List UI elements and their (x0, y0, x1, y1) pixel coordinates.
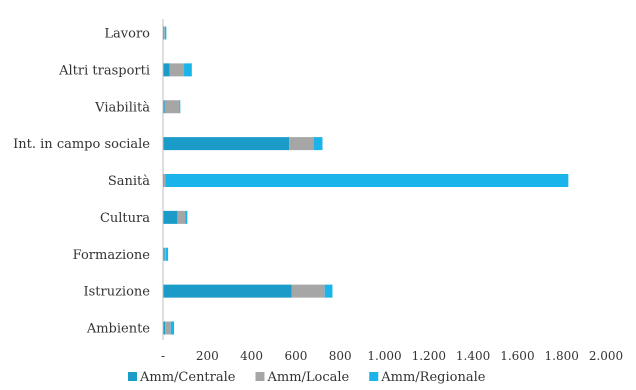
bar-int-in-campo-sociale-amm-centrale (163, 137, 290, 151)
bar-cultura-amm-centrale (163, 210, 178, 224)
legend: Amm/Centrale Amm/Locale Amm/Regionale (128, 370, 486, 385)
bar-int-in-campo-sociale-amm-regionale (313, 137, 323, 151)
bar-istruzione-amm-locale (291, 284, 325, 298)
category-label-sanita: Sanità (108, 174, 150, 189)
x-tick-label-8: 1.600 (500, 349, 534, 363)
x-tick-label-0: - (161, 349, 165, 363)
bar-cultura-amm-locale (177, 210, 186, 224)
x-tick-label-3: 600 (284, 349, 307, 363)
bar-int-in-campo-sociale-amm-locale (289, 137, 314, 151)
legend-label-amm-centrale: Amm/Centrale (139, 370, 236, 385)
bar-lavoro-amm-regionale (164, 26, 167, 40)
x-tick-label-4: 800 (329, 349, 352, 363)
x-tick-label-6: 1.200 (412, 349, 446, 363)
bar-lavoro-amm-locale (164, 26, 165, 40)
bar-ambiente-amm-centrale (163, 321, 166, 335)
legend-swatch-amm-locale (255, 372, 265, 381)
bar-ambiente-amm-locale (165, 321, 171, 335)
bar-viabilita-amm-locale (164, 100, 180, 114)
bar-sanita-amm-centrale (163, 174, 165, 187)
bar-istruzione-amm-centrale (163, 284, 292, 298)
legend-label-amm-locale: Amm/Locale (266, 370, 349, 385)
bar-altri-trasporti-amm-regionale (184, 63, 192, 77)
category-label-cultura: Cultura (100, 211, 150, 226)
category-label-int-in-campo-sociale: Int. in campo sociale (13, 137, 150, 152)
category-label-viabilita: Viabilità (94, 100, 150, 115)
x-tick-label-7: 1.400 (456, 349, 490, 363)
category-label-altri-trasporti: Altri trasporti (58, 63, 150, 78)
bar-altri-trasporti-amm-centrale (163, 63, 170, 77)
bars-group (163, 26, 569, 335)
legend-swatch-amm-regionale (369, 372, 379, 381)
category-label-ambiente: Ambiente (86, 322, 150, 337)
bar-sanita-amm-regionale (165, 174, 569, 187)
bar-istruzione-amm-regionale (324, 284, 333, 298)
bar-lavoro-amm-centrale (163, 26, 165, 40)
bar-formazione-amm-locale (164, 247, 166, 261)
legend-label-amm-regionale: Amm/Regionale (380, 370, 485, 385)
category-label-lavoro: Lavoro (104, 27, 150, 42)
x-tick-label-5: 1.000 (367, 349, 401, 363)
bar-viabilita-amm-regionale (179, 100, 181, 114)
x-tick-label-9: 1.800 (545, 349, 579, 363)
x-tick-label-10: 2.000 (589, 349, 623, 363)
x-tick-label-2: 400 (240, 349, 263, 363)
x-tick-label-1: 200 (196, 349, 219, 363)
category-label-formazione: Formazione (73, 248, 151, 263)
bar-sanita-amm-locale (164, 174, 166, 187)
bar-formazione-amm-regionale (165, 247, 169, 261)
legend-swatch-amm-centrale (128, 372, 137, 381)
bar-ambiente-amm-regionale (170, 321, 175, 335)
category-label-istruzione: Istruzione (83, 285, 150, 300)
bar-formazione-amm-centrale (163, 247, 165, 261)
bar-viabilita-amm-centrale (163, 100, 165, 114)
category-labels: Lavoro Altri trasporti Viabilità Int. in ca… (13, 27, 150, 337)
bar-cultura-amm-regionale (185, 210, 188, 224)
x-axis: - 200 400 600 800 1.000 1.200 1.400 1.600 1.800 2.… (161, 19, 623, 363)
bar-altri-trasporti-amm-locale (169, 63, 185, 77)
